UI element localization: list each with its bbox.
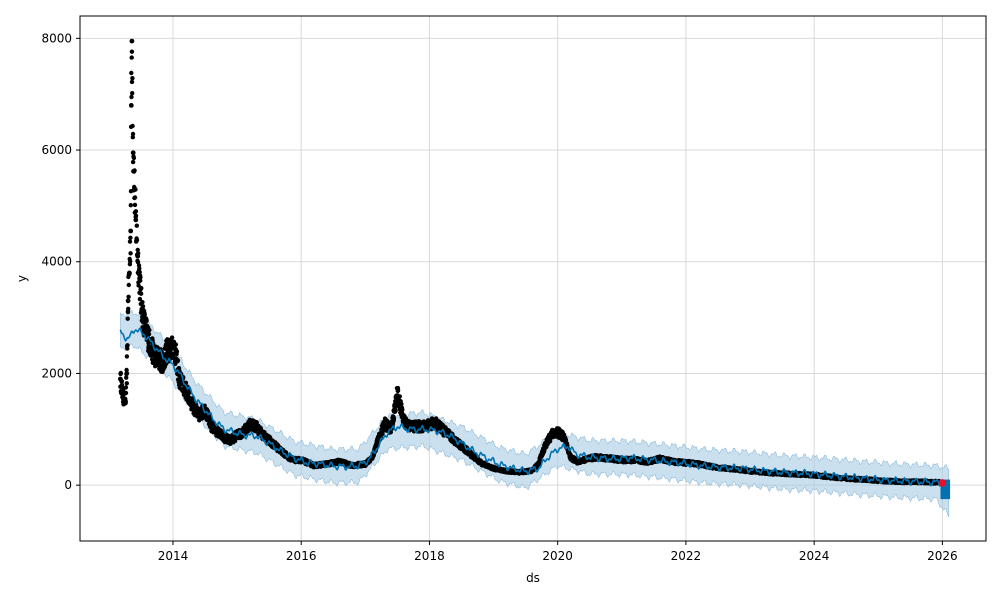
observed-point xyxy=(124,371,130,376)
observed-point xyxy=(140,300,145,305)
observed-point xyxy=(142,312,147,317)
observed-point xyxy=(132,168,137,173)
observed-point xyxy=(130,150,136,156)
observed-point xyxy=(126,306,131,311)
observed-point xyxy=(129,49,135,54)
observed-point xyxy=(140,304,146,309)
x-tick-label: 2024 xyxy=(799,549,830,563)
observed-point xyxy=(137,276,143,281)
x-tick-label: 2016 xyxy=(286,549,317,563)
observed-point xyxy=(130,135,135,140)
y-tick-label: 8000 xyxy=(41,31,72,45)
observed-point xyxy=(126,282,131,288)
observed-point xyxy=(137,296,143,302)
x-tick-label: 2018 xyxy=(414,549,445,563)
observed-point xyxy=(125,298,131,304)
observed-point xyxy=(123,399,128,404)
x-axis-label: ds xyxy=(526,571,540,585)
observed-point xyxy=(126,270,132,276)
highlight-point xyxy=(938,479,947,487)
observed-point xyxy=(146,331,152,337)
observed-point xyxy=(134,223,139,228)
x-tick-label: 2026 xyxy=(927,549,958,563)
observed-point xyxy=(391,416,397,421)
observed-point xyxy=(125,309,131,315)
highlight-layer xyxy=(938,479,947,487)
observed-point xyxy=(124,381,129,386)
observed-point xyxy=(133,217,139,223)
observed-point xyxy=(118,370,124,376)
observed-point xyxy=(129,70,134,76)
observed-point xyxy=(399,401,404,407)
observed-point xyxy=(126,294,131,299)
observed-point xyxy=(393,408,398,414)
x-tick-label: 2020 xyxy=(542,549,573,563)
observed-point xyxy=(123,385,129,390)
x-tick-label: 2014 xyxy=(158,549,189,563)
observed-point xyxy=(127,239,133,244)
observed-point xyxy=(128,235,133,240)
observed-point xyxy=(173,342,179,347)
y-tick-label: 6000 xyxy=(41,143,72,157)
observed-point xyxy=(128,251,133,256)
observed-point xyxy=(174,349,180,354)
observed-point xyxy=(129,94,134,100)
observed-point xyxy=(128,259,133,264)
observed-point xyxy=(132,195,138,200)
observed-point xyxy=(132,202,138,208)
observed-point xyxy=(169,335,175,340)
observed-point xyxy=(132,186,137,192)
observed-point xyxy=(175,358,181,363)
observed-point xyxy=(137,266,142,271)
observed-point xyxy=(128,103,134,108)
observed-point xyxy=(125,346,130,351)
observed-point xyxy=(133,213,139,218)
observed-point xyxy=(118,376,123,382)
grid-layer xyxy=(80,16,986,541)
observed-point xyxy=(138,291,144,296)
x-tick-label: 2022 xyxy=(671,549,702,563)
observed-point xyxy=(124,367,129,373)
observed-point xyxy=(388,430,393,435)
observed-point xyxy=(139,285,144,291)
observed-point xyxy=(135,253,141,259)
observed-point xyxy=(395,388,401,393)
observed-point xyxy=(128,228,134,234)
observed-point xyxy=(123,390,129,396)
observed-point xyxy=(397,394,402,399)
observed-point xyxy=(130,131,136,137)
observed-point xyxy=(134,237,140,243)
observed-point xyxy=(130,76,135,81)
observed-point xyxy=(129,55,134,60)
observed-point xyxy=(137,269,142,275)
observed-point xyxy=(125,316,130,321)
observed-point xyxy=(131,155,137,161)
observed-point xyxy=(147,327,152,333)
observed-point xyxy=(129,79,135,85)
observed-point xyxy=(130,123,135,129)
observed-point xyxy=(400,407,405,412)
observed-point xyxy=(133,209,139,214)
y-axis-label: y xyxy=(15,275,29,282)
y-tick-label: 0 xyxy=(64,478,72,492)
observed-point xyxy=(128,203,133,208)
observed-point xyxy=(130,91,135,96)
observed-point xyxy=(125,343,130,348)
y-tick-label: 2000 xyxy=(41,366,72,380)
observed-point xyxy=(129,38,135,44)
observed-point xyxy=(130,159,136,165)
y-tick-label: 4000 xyxy=(41,255,72,269)
observed-point xyxy=(120,393,126,399)
observed-point xyxy=(135,247,140,253)
observed-point xyxy=(393,402,398,407)
observed-point xyxy=(124,375,129,380)
observed-point xyxy=(124,354,130,359)
observed-point xyxy=(254,420,259,425)
observed-point xyxy=(168,347,173,352)
observed-point xyxy=(144,318,149,323)
